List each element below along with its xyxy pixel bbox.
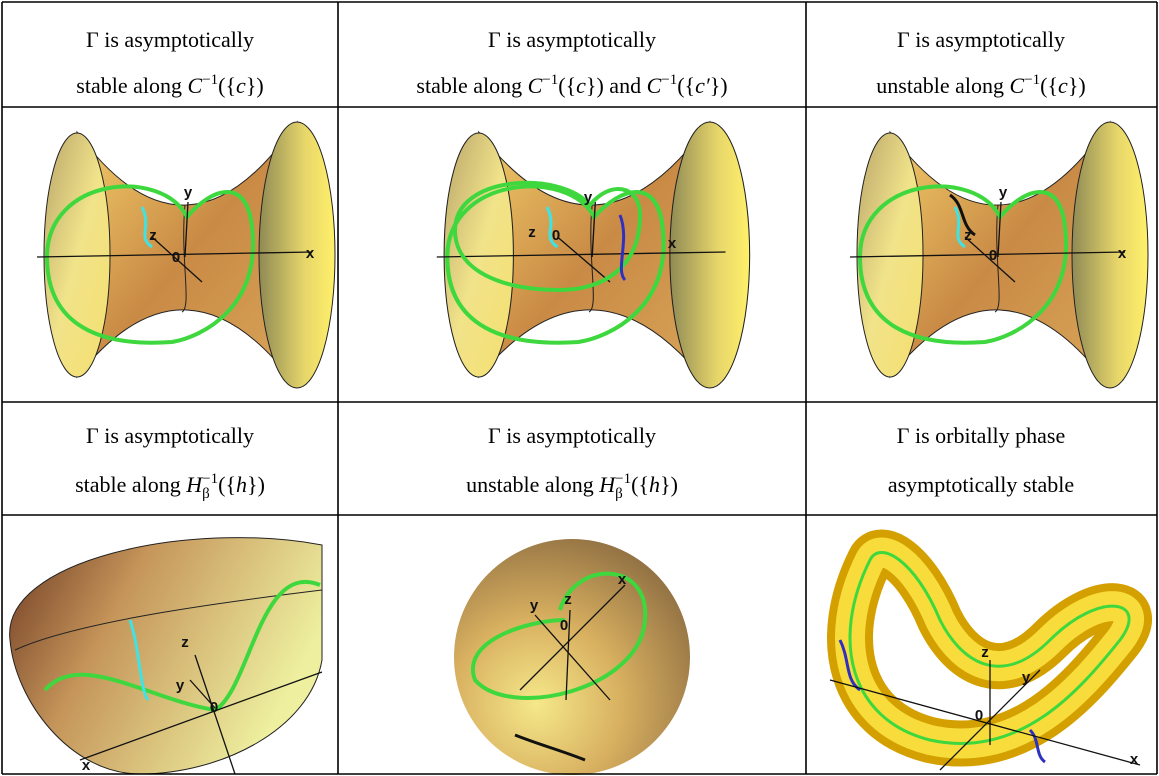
header-line: Γ is asymptotically xyxy=(86,423,254,448)
axis-label: y xyxy=(1022,669,1031,686)
axis-label: z xyxy=(181,634,189,651)
header-segment: Γ is asymptotically xyxy=(488,423,656,448)
axis-label: 0 xyxy=(989,247,997,264)
header-segment: h xyxy=(649,472,660,497)
axis-label: y xyxy=(176,677,185,694)
header-segment: −1 xyxy=(202,72,218,88)
header-segment: H xyxy=(598,472,616,497)
header-segment: Γ is asymptotically xyxy=(86,423,254,448)
header-segment: ({ xyxy=(218,472,236,497)
header-segment: ({ xyxy=(677,73,695,98)
axis-label: y xyxy=(584,189,593,206)
header-segment: −1 xyxy=(661,72,677,88)
header-segment: ({ xyxy=(558,73,576,98)
header-segment: h xyxy=(236,472,247,497)
header-segment: −1 xyxy=(202,471,218,487)
figure-hyperboloid-unstable xyxy=(848,120,1150,390)
header-line: stable along C−1({c}) xyxy=(76,72,263,98)
figure-hyperboloid xyxy=(35,120,337,390)
header-segment: −1 xyxy=(615,471,631,487)
header-segment: }) xyxy=(1068,73,1086,98)
header-line: Γ is asymptotically xyxy=(488,27,656,52)
axis-label: x xyxy=(618,571,627,588)
axis-label: z xyxy=(528,224,536,241)
axis-label: 0 xyxy=(210,699,218,716)
axis-label: x xyxy=(1130,751,1139,768)
header-segment: C xyxy=(188,73,203,98)
axis-label: 0 xyxy=(552,227,560,244)
axis-label: z xyxy=(149,227,157,244)
axis-label: 0 xyxy=(560,617,568,634)
header-segment: stable along xyxy=(76,73,187,98)
axis-label: y xyxy=(530,597,539,614)
header-segment: c xyxy=(576,73,586,98)
axis-label: x xyxy=(668,235,677,252)
header-segment: −1 xyxy=(542,72,558,88)
header-segment: Γ is asymptotically xyxy=(488,27,656,52)
header-segment: ({ xyxy=(218,73,236,98)
axis-label: y xyxy=(184,184,193,201)
figure-sphere xyxy=(454,539,690,775)
header-line: stable along C−1({c}) and C−1({c′}) xyxy=(416,72,727,98)
header-segment: −1 xyxy=(1024,72,1040,88)
header-segment: unstable along xyxy=(876,73,1009,98)
header-segment: }) xyxy=(660,472,678,497)
header-segment: β xyxy=(202,486,210,502)
header-segment: }) xyxy=(710,73,728,98)
header-line: Γ is asymptotically xyxy=(897,27,1065,52)
header-segment: ({ xyxy=(1040,73,1058,98)
header-segment: Γ is asymptotically xyxy=(86,27,254,52)
header-line: unstable along C−1({c}) xyxy=(876,72,1085,98)
header-segment: Γ is orbitally phase xyxy=(897,423,1066,448)
header-segment: stable along xyxy=(416,73,527,98)
axis-label: x xyxy=(82,757,91,774)
header-line: Γ is asymptotically xyxy=(488,423,656,448)
header-segment: H xyxy=(185,472,203,497)
header-segment: ({ xyxy=(631,472,649,497)
header-line: asymptotically stable xyxy=(888,472,1074,497)
header-line: Γ is orbitally phase xyxy=(897,423,1066,448)
header-segment: asymptotically stable xyxy=(888,472,1074,497)
header-segment: }) and xyxy=(586,73,647,98)
header-segment: unstable along xyxy=(466,472,599,497)
axis-label: z xyxy=(981,644,989,661)
header-line: unstable along Hβ−1({h}) xyxy=(466,471,678,502)
axis-label: 0 xyxy=(975,707,983,724)
figure-paraboloid xyxy=(9,537,323,775)
axis-label: x xyxy=(306,245,315,262)
header-line: stable along Hβ−1({h}) xyxy=(75,471,265,502)
header-segment: C xyxy=(1010,73,1025,98)
axis-label: x xyxy=(1118,245,1127,262)
axis-label: z xyxy=(564,591,572,608)
header-segment: c xyxy=(1058,73,1068,98)
header-segment: C xyxy=(528,73,543,98)
header-segment: C xyxy=(647,73,662,98)
axis-label: y xyxy=(999,184,1008,201)
figure-hyperboloid-double xyxy=(437,122,750,388)
axis-label: z xyxy=(964,227,972,244)
figure-torus xyxy=(827,529,1152,771)
header-line: Γ is asymptotically xyxy=(86,27,254,52)
axis-label: 0 xyxy=(172,249,180,266)
header-segment: c′ xyxy=(695,73,711,98)
header-segment: Γ is asymptotically xyxy=(897,27,1065,52)
header-segment: β xyxy=(615,486,623,502)
header-segment: }) xyxy=(246,73,264,98)
header-segment: }) xyxy=(247,472,265,497)
header-segment: stable along xyxy=(75,472,186,497)
header-segment: c xyxy=(236,73,246,98)
